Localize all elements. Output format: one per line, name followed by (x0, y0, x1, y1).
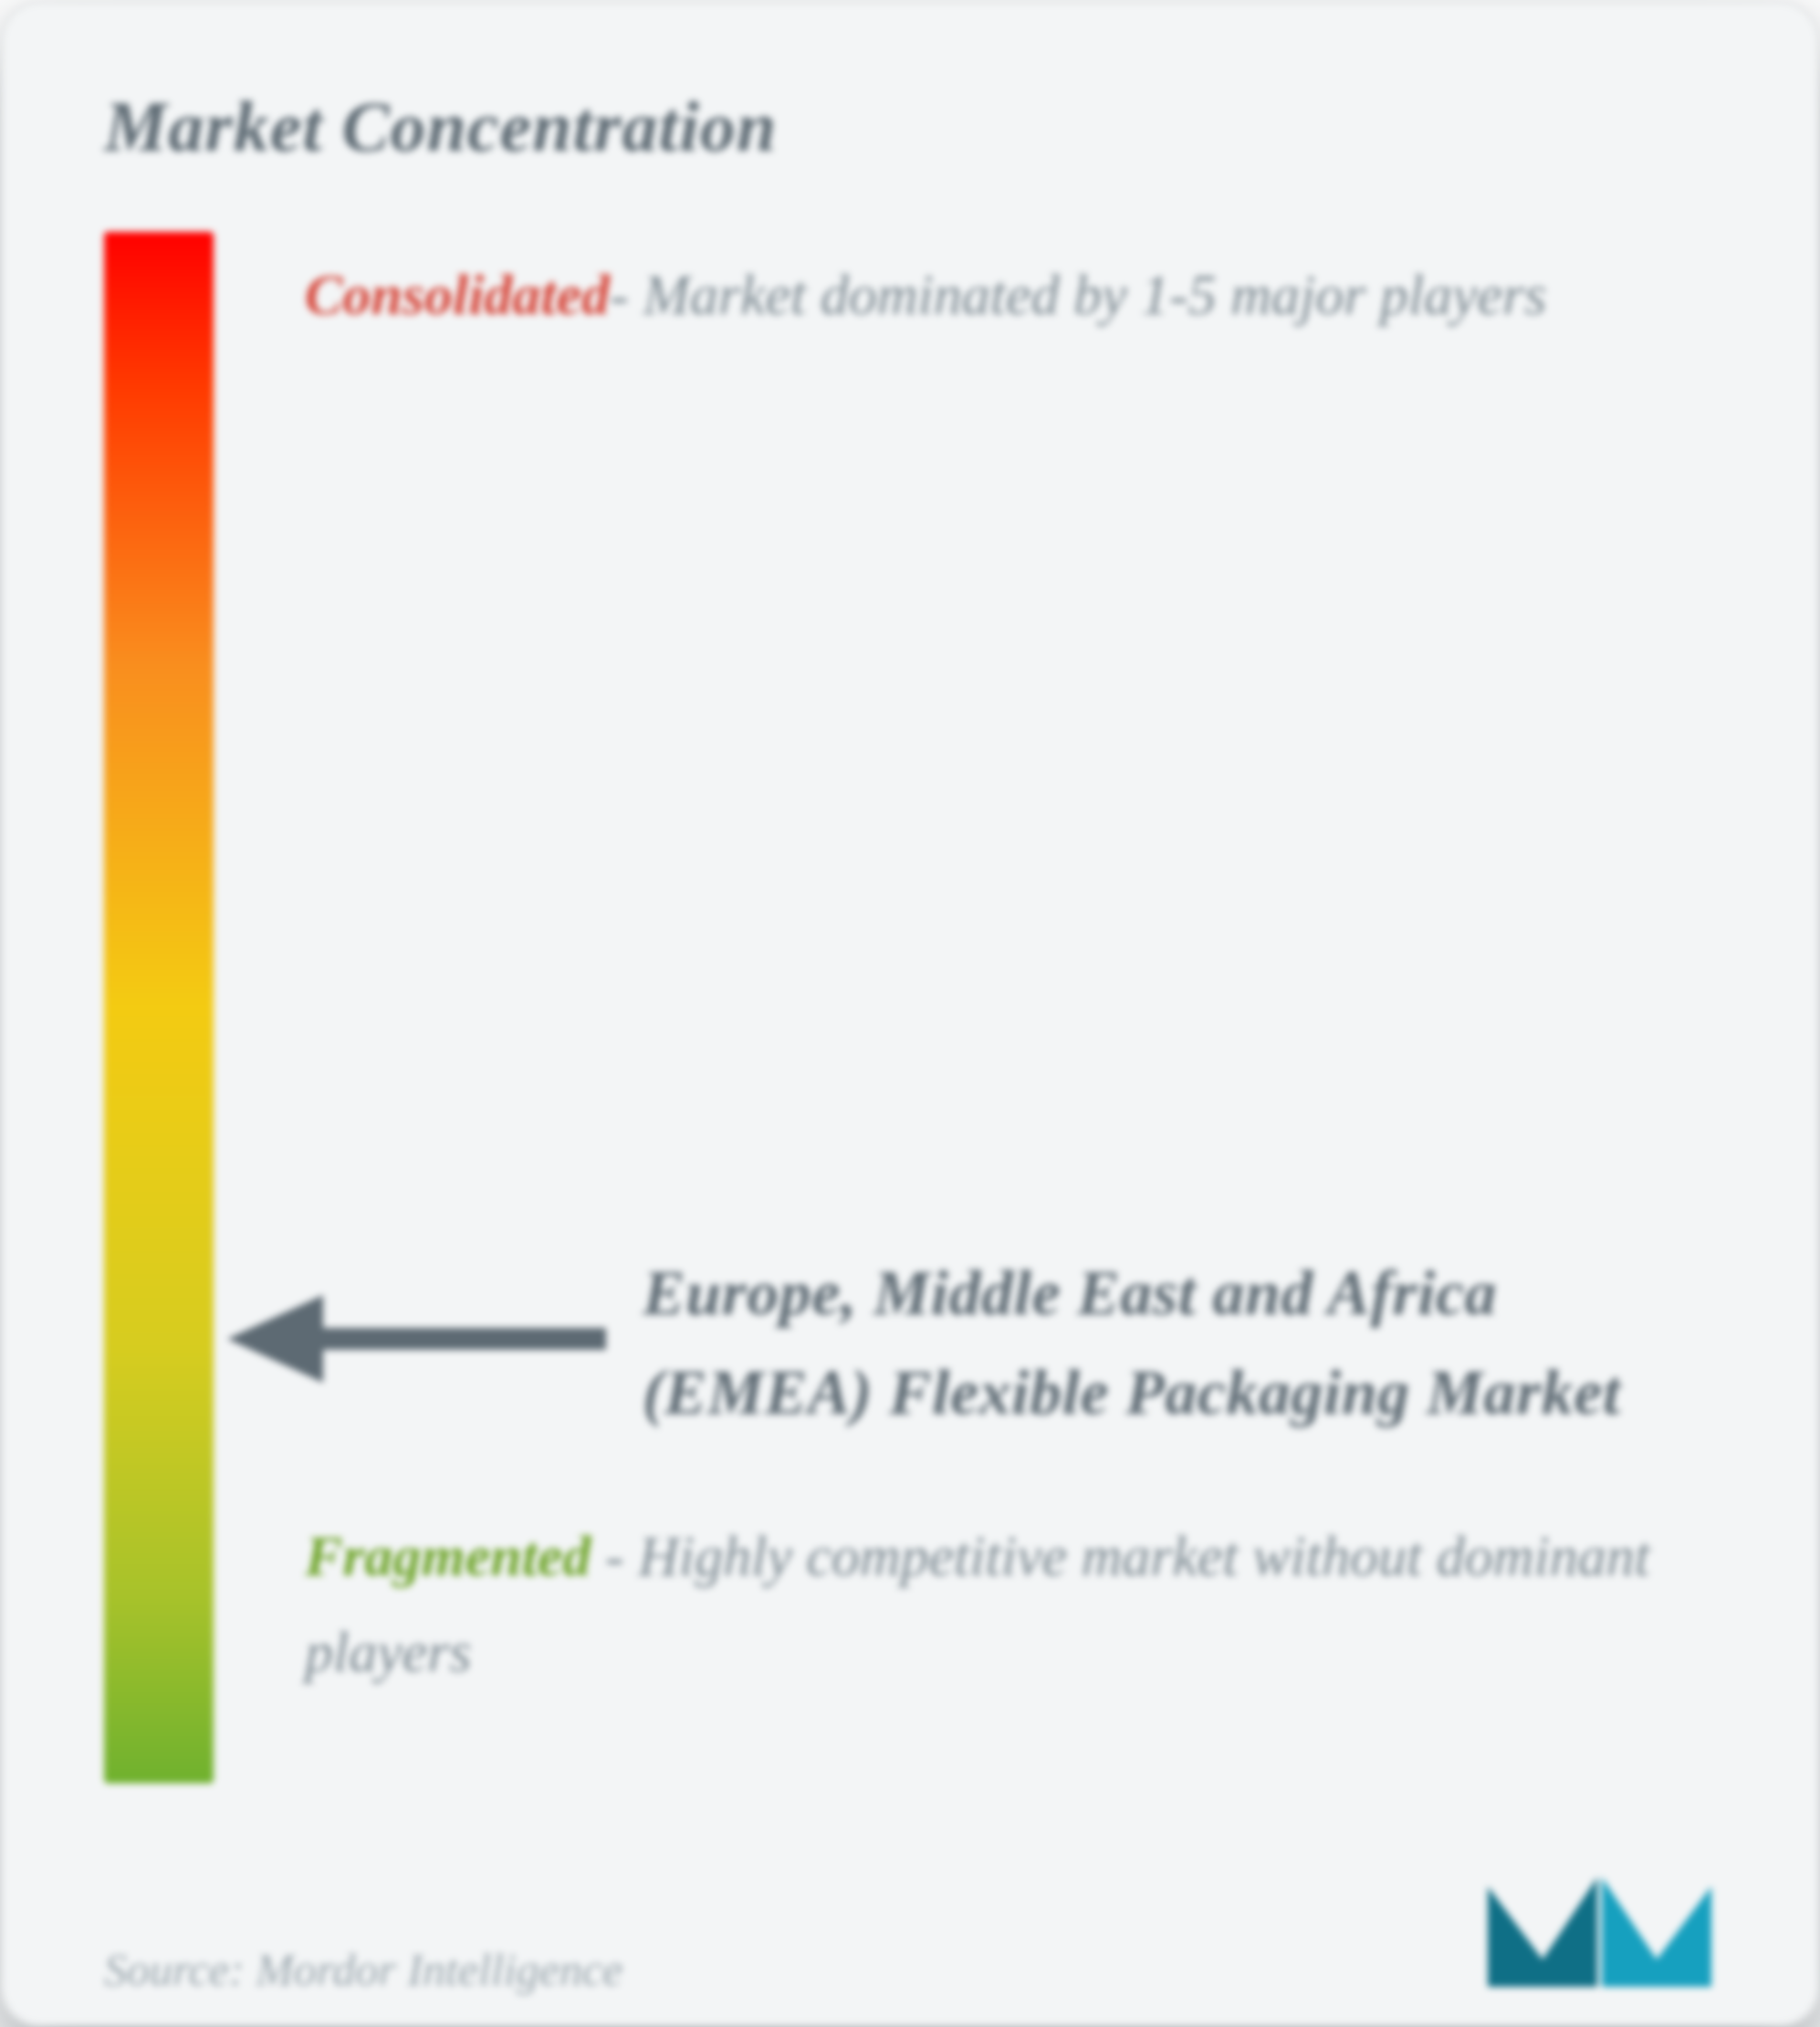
mordor-logo-icon (1479, 1859, 1716, 1996)
infographic-card: Market Concentration Consolidated- Marke… (0, 0, 1820, 2027)
fragmented-lead: Fragmented (305, 1526, 591, 1588)
concentration-scale (104, 232, 214, 1783)
footer: Source: Mordor Intelligence (4, 1859, 1816, 1996)
market-position-arrow (227, 1293, 611, 1384)
consolidated-rest: - Market dominated by 1-5 major players (610, 265, 1546, 327)
consolidated-lead: Consolidated (305, 265, 610, 327)
source-label: Source: (104, 1944, 245, 1995)
source-citation: Source: Mordor Intelligence (104, 1943, 622, 1996)
content-area: Consolidated- Market dominated by 1-5 ma… (104, 232, 1734, 1783)
market-label-line1: Europe, Middle East and Africa (643, 1245, 1621, 1344)
market-label: Europe, Middle East and Africa (EMEA) Fl… (643, 1245, 1621, 1443)
fragmented-description: Fragmented - Highly competitive market w… (305, 1510, 1783, 1702)
market-label-line2: (EMEA) Flexible Packaging Market (643, 1344, 1621, 1444)
source-value: Mordor Intelligence (256, 1944, 622, 1995)
consolidated-description: Consolidated- Market dominated by 1-5 ma… (305, 248, 1720, 344)
page-title: Market Concentration (104, 86, 1734, 168)
